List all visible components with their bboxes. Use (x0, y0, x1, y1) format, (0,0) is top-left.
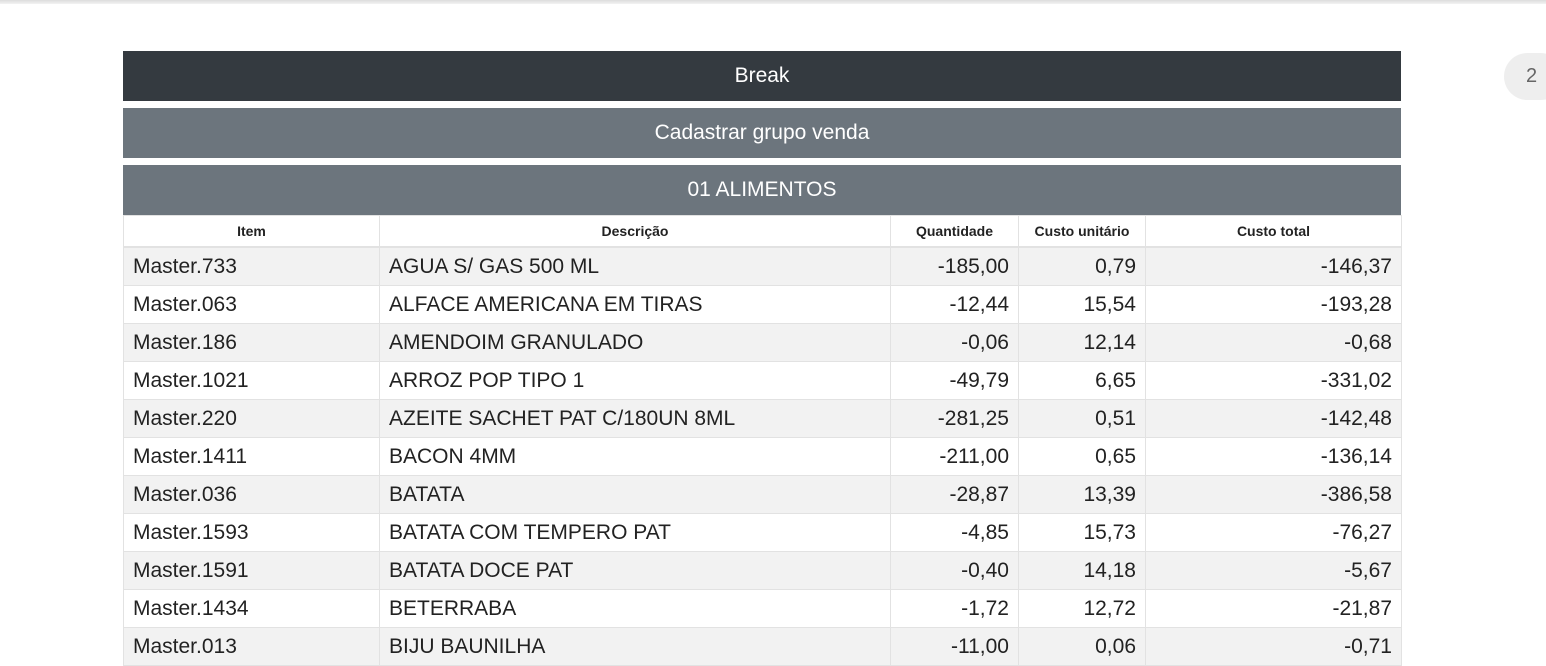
item-unit-cost: 6,65 (1018, 361, 1146, 400)
item-total-cost: -0,68 (1145, 323, 1402, 362)
item-description: BACON 4MM (379, 437, 891, 476)
column-header-total-cost: Custo total (1145, 215, 1402, 248)
item-quantity: -49,79 (890, 361, 1019, 400)
items-table: Item Descrição Quantidade Custo unitário… (123, 215, 1402, 666)
item-unit-cost: 0,65 (1018, 437, 1146, 476)
table-row: Master.063 ALFACE AMERICANA EM TIRAS -12,4… (123, 285, 1402, 324)
top-shadow (0, 0, 1546, 4)
table-row: Master.1591 BATATA DOCE PAT -0,40 14,18 -5,6… (123, 551, 1402, 590)
item-description: BATATA (379, 475, 891, 514)
sales-group-header: Cadastrar grupo venda (123, 108, 1401, 158)
item-code: Master.1591 (123, 551, 380, 590)
item-code: Master.220 (123, 399, 380, 438)
column-header-item: Item (123, 215, 380, 248)
item-code: Master.1021 (123, 361, 380, 400)
item-description: ARROZ POP TIPO 1 (379, 361, 891, 400)
item-quantity: -211,00 (890, 437, 1019, 476)
item-description: BATATA COM TEMPERO PAT (379, 513, 891, 552)
item-quantity: -185,00 (890, 246, 1019, 286)
item-code: Master.063 (123, 285, 380, 324)
column-header-unit-cost: Custo unitário (1018, 215, 1146, 248)
item-description: BETERRABA (379, 589, 891, 628)
item-code: Master.013 (123, 627, 380, 666)
column-header-quantity: Quantidade (890, 215, 1019, 248)
item-unit-cost: 12,14 (1018, 323, 1146, 362)
category-header: 01 ALIMENTOS (123, 165, 1401, 215)
item-unit-cost: 0,51 (1018, 399, 1146, 438)
item-total-cost: -21,87 (1145, 589, 1402, 628)
report-container: Break Cadastrar grupo venda 01 ALIMENTOS… (123, 51, 1402, 666)
item-unit-cost: 15,73 (1018, 513, 1146, 552)
item-quantity: -0,06 (890, 323, 1019, 362)
table-row: Master.186 AMENDOIM GRANULADO -0,06 12,14 -0… (123, 323, 1402, 362)
item-unit-cost: 0,06 (1018, 627, 1146, 666)
item-total-cost: -331,02 (1145, 361, 1402, 400)
item-unit-cost: 13,39 (1018, 475, 1146, 514)
item-code: Master.1593 (123, 513, 380, 552)
table-row: Master.733 AGUA S/ GAS 500 ML -185,00 0,79-… (123, 246, 1402, 286)
item-quantity: -0,40 (890, 551, 1019, 590)
item-total-cost: -5,67 (1145, 551, 1402, 590)
item-unit-cost: 15,54 (1018, 285, 1146, 324)
item-unit-cost: 14,18 (1018, 551, 1146, 590)
item-total-cost: -0,71 (1145, 627, 1402, 666)
item-code: Master.1411 (123, 437, 380, 476)
item-total-cost: -76,27 (1145, 513, 1402, 552)
table-row: Master.1411 BACON 4MM -211,00 0,65 -136,14 (123, 437, 1402, 476)
item-description: BIJU BAUNILHA (379, 627, 891, 666)
item-code: Master.1434 (123, 589, 380, 628)
item-code: Master.733 (123, 246, 380, 286)
page-number-badge[interactable]: 2 (1504, 53, 1546, 100)
item-code: Master.036 (123, 475, 380, 514)
item-total-cost: -142,48 (1145, 399, 1402, 438)
table-header-row: Item Descrição Quantidade Custo unitário… (123, 215, 1402, 248)
item-description: AZEITE SACHET PAT C/180UN 8ML (379, 399, 891, 438)
table-row: Master.1593 BATATA COM TEMPERO PAT -4,85 15… (123, 513, 1402, 552)
table-row: Master.036 BATATA -28,87 13,39 -386,58 (123, 475, 1402, 514)
item-quantity: -11,00 (890, 627, 1019, 666)
item-description: BATATA DOCE PAT (379, 551, 891, 590)
item-description: ALFACE AMERICANA EM TIRAS (379, 285, 891, 324)
item-quantity: -28,87 (890, 475, 1019, 514)
table-row: Master.220 AZEITE SACHET PAT C/180UN 8ML -… (123, 399, 1402, 438)
item-quantity: -12,44 (890, 285, 1019, 324)
item-unit-cost: 12,72 (1018, 589, 1146, 628)
table-row: Master.1434 BETERRABA -1,72 12,72 -21,87 (123, 589, 1402, 628)
item-total-cost: -146,37 (1145, 246, 1402, 286)
item-quantity: -281,25 (890, 399, 1019, 438)
item-code: Master.186 (123, 323, 380, 362)
table-row: Master.1021 ARROZ POP TIPO 1 -49,79 6,65 -33… (123, 361, 1402, 400)
column-header-description: Descrição (379, 215, 891, 248)
item-quantity: -4,85 (890, 513, 1019, 552)
item-unit-cost: 0,79 (1018, 246, 1146, 286)
item-total-cost: -193,28 (1145, 285, 1402, 324)
item-quantity: -1,72 (890, 589, 1019, 628)
table-row: Master.013 BIJU BAUNILHA -11,00 0,06 -0,71 (123, 627, 1402, 666)
item-total-cost: -136,14 (1145, 437, 1402, 476)
item-total-cost: -386,58 (1145, 475, 1402, 514)
item-description: AGUA S/ GAS 500 ML (379, 246, 891, 286)
item-description: AMENDOIM GRANULADO (379, 323, 891, 362)
break-header: Break (123, 51, 1401, 101)
